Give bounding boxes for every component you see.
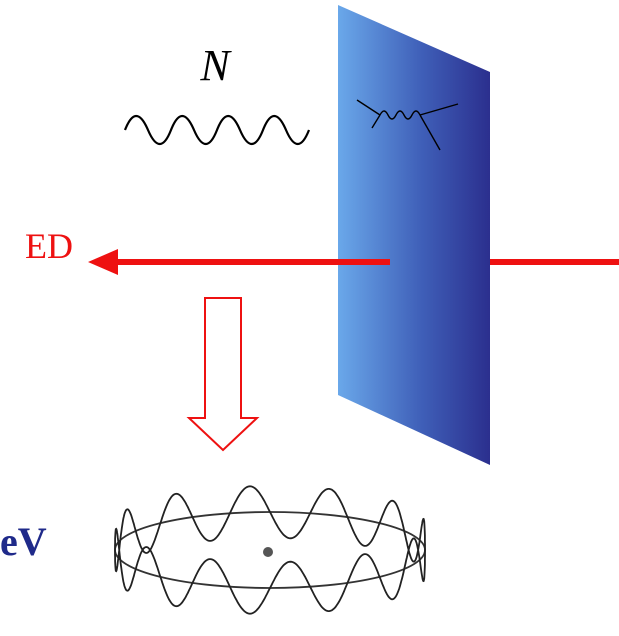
bottom-label: eV — [0, 519, 47, 564]
hollow-arrow — [189, 298, 257, 450]
nucleus — [263, 547, 273, 557]
arrow-head — [88, 249, 118, 275]
left-label: ED — [25, 226, 73, 266]
particle-label: N — [199, 41, 232, 90]
plane — [338, 5, 490, 465]
diagram: N ED eV — [0, 0, 619, 636]
wavy-line — [125, 116, 309, 144]
